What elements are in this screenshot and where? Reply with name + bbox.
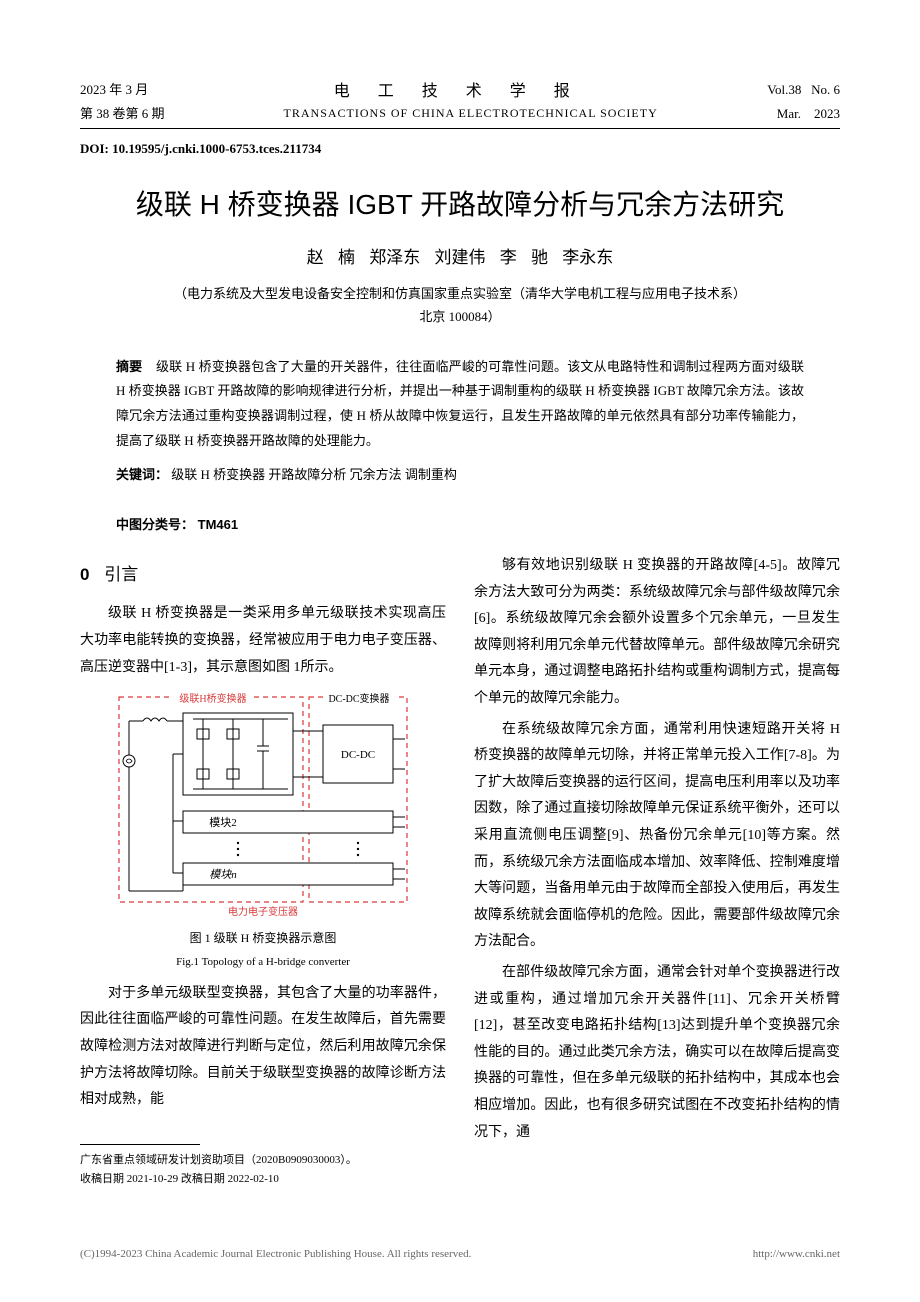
fig-label-module2: 模块2 <box>209 816 237 829</box>
keywords-label: 关键词： <box>116 467 168 482</box>
right-p2: 在系统级故障冗余方面，通常利用快速短路开关将 H 桥变换器的故障单元切除，并将正… <box>474 717 840 956</box>
figure-1-caption-en: Fig.1 Topology of a H-bridge converter <box>80 952 446 973</box>
footer-left: (C)1994-2023 China Academic Journal Elec… <box>80 1248 471 1260</box>
header-rule <box>80 128 840 129</box>
figure-1: 级联H桥变换器 DC-DC变换器 <box>80 691 446 973</box>
doi-line: DOI: 10.19595/j.cnki.1000-6753.tces.2117… <box>80 141 840 157</box>
clc-value: TM461 <box>198 517 238 532</box>
affiliation-line1: （电力系统及大型发电设备安全控制和仿真国家重点实验室（清华大学电机工程与应用电子… <box>80 282 840 305</box>
fig-label-modulen: 模块n <box>209 868 237 881</box>
figure-1-caption-cn: 图 1 级联 H 桥变换器示意图 <box>80 927 446 950</box>
affiliation: （电力系统及大型发电设备安全控制和仿真国家重点实验室（清华大学电机工程与应用电子… <box>80 282 840 329</box>
keywords-block: 关键词： 级联 H 桥变换器 开路故障分析 冗余方法 调制重构 <box>116 463 804 488</box>
clc-label: 中图分类号： <box>116 517 194 532</box>
header-month-year: Mar. 2023 <box>777 104 840 124</box>
journal-name-en: TRANSACTIONS OF CHINA ELECTROTECHNICAL S… <box>165 104 777 124</box>
figure-1-svg: 级联H桥变换器 DC-DC变换器 <box>113 691 413 921</box>
authors: 赵 楠 郑泽东 刘建伟 李 驰 李永东 <box>80 243 840 268</box>
clc-line: 中图分类号： TM461 <box>116 514 804 533</box>
footnotes: 广东省重点领域研发计划资助项目（2020B0909030003）。 收稿日期 2… <box>80 1151 446 1188</box>
footnote-rule <box>80 1144 200 1145</box>
keywords-text: 级联 H 桥变换器 开路故障分析 冗余方法 调制重构 <box>171 467 457 482</box>
fig-label-pet: 电力电子变压器 <box>228 905 298 918</box>
footnote-dates: 收稿日期 2021-10-29 改稿日期 2022-02-10 <box>80 1170 446 1189</box>
fig-label-dcdc: DC-DC <box>341 749 375 761</box>
two-column-body: 0 引言 级联 H 桥变换器是一类采用多单元级联技术实现高压大功率电能转换的变换… <box>80 553 840 1188</box>
journal-name-cn: 电 工 技 术 学 报 <box>148 80 767 104</box>
footnote-fund: 广东省重点领域研发计划资助项目（2020B0909030003）。 <box>80 1151 446 1170</box>
no-en: No. 6 <box>811 82 840 97</box>
header-date-cn: 2023 年 3 月 <box>80 80 148 104</box>
month-en: Mar. <box>777 106 801 121</box>
right-p1: 够有效地识别级联 H 变换器的开路故障[4-5]。故障冗余方法大致可分为两类：系… <box>474 553 840 713</box>
header-row-2: 第 38 卷第 6 期 TRANSACTIONS OF CHINA ELECTR… <box>80 104 840 124</box>
right-column: 够有效地识别级联 H 变换器的开路故障[4-5]。故障冗余方法大致可分为两类：系… <box>474 553 840 1188</box>
page: 2023 年 3 月 电 工 技 术 学 报 Vol.38 No. 6 第 38… <box>0 0 920 1228</box>
left-p2: 对于多单元级联型变换器，其包含了大量的功率器件，因此往往面临严峻的可靠性问题。在… <box>80 981 446 1114</box>
left-column: 0 引言 级联 H 桥变换器是一类采用多单元级联技术实现高压大功率电能转换的变换… <box>80 553 446 1188</box>
header-row-1: 2023 年 3 月 电 工 技 术 学 报 Vol.38 No. 6 <box>80 80 840 104</box>
doi-label: DOI: <box>80 141 109 156</box>
fig-label-hbridge: 级联H桥变换器 <box>179 692 246 705</box>
doi-value: 10.19595/j.cnki.1000-6753.tces.211734 <box>112 141 321 156</box>
footer-right: http://www.cnki.net <box>753 1248 840 1260</box>
abstract-block: 摘要 级联 H 桥变换器包含了大量的开关器件，往往面临严峻的可靠性问题。该文从电… <box>116 355 804 454</box>
fig-label-dcdc-box: DC-DC变换器 <box>328 692 389 705</box>
left-p1: 级联 H 桥变换器是一类采用多单元级联技术实现高压大功率电能转换的变换器，经常被… <box>80 601 446 681</box>
abstract-text: 级联 H 桥变换器包含了大量的开关器件，往往面临严峻的可靠性问题。该文从电路特性… <box>116 359 804 448</box>
header-volissue-cn: 第 38 卷第 6 期 <box>80 104 165 124</box>
abstract-label: 摘要 <box>116 359 142 374</box>
section-0-num: 0 <box>80 565 89 584</box>
right-p3: 在部件级故障冗余方面，通常会针对单个变换器进行改进或重构，通过增加冗余开关器件[… <box>474 960 840 1146</box>
vol-en: Vol.38 <box>767 82 801 97</box>
year-en: 2023 <box>814 106 840 121</box>
section-0-heading: 0 引言 <box>80 559 446 591</box>
page-footer: (C)1994-2023 China Academic Journal Elec… <box>0 1228 920 1290</box>
article-title: 级联 H 桥变换器 IGBT 开路故障分析与冗余方法研究 <box>80 187 840 223</box>
section-0-title: 引言 <box>104 565 138 584</box>
affiliation-line2: 北京 100084） <box>80 305 840 328</box>
header-vol-en: Vol.38 No. 6 <box>767 80 840 104</box>
